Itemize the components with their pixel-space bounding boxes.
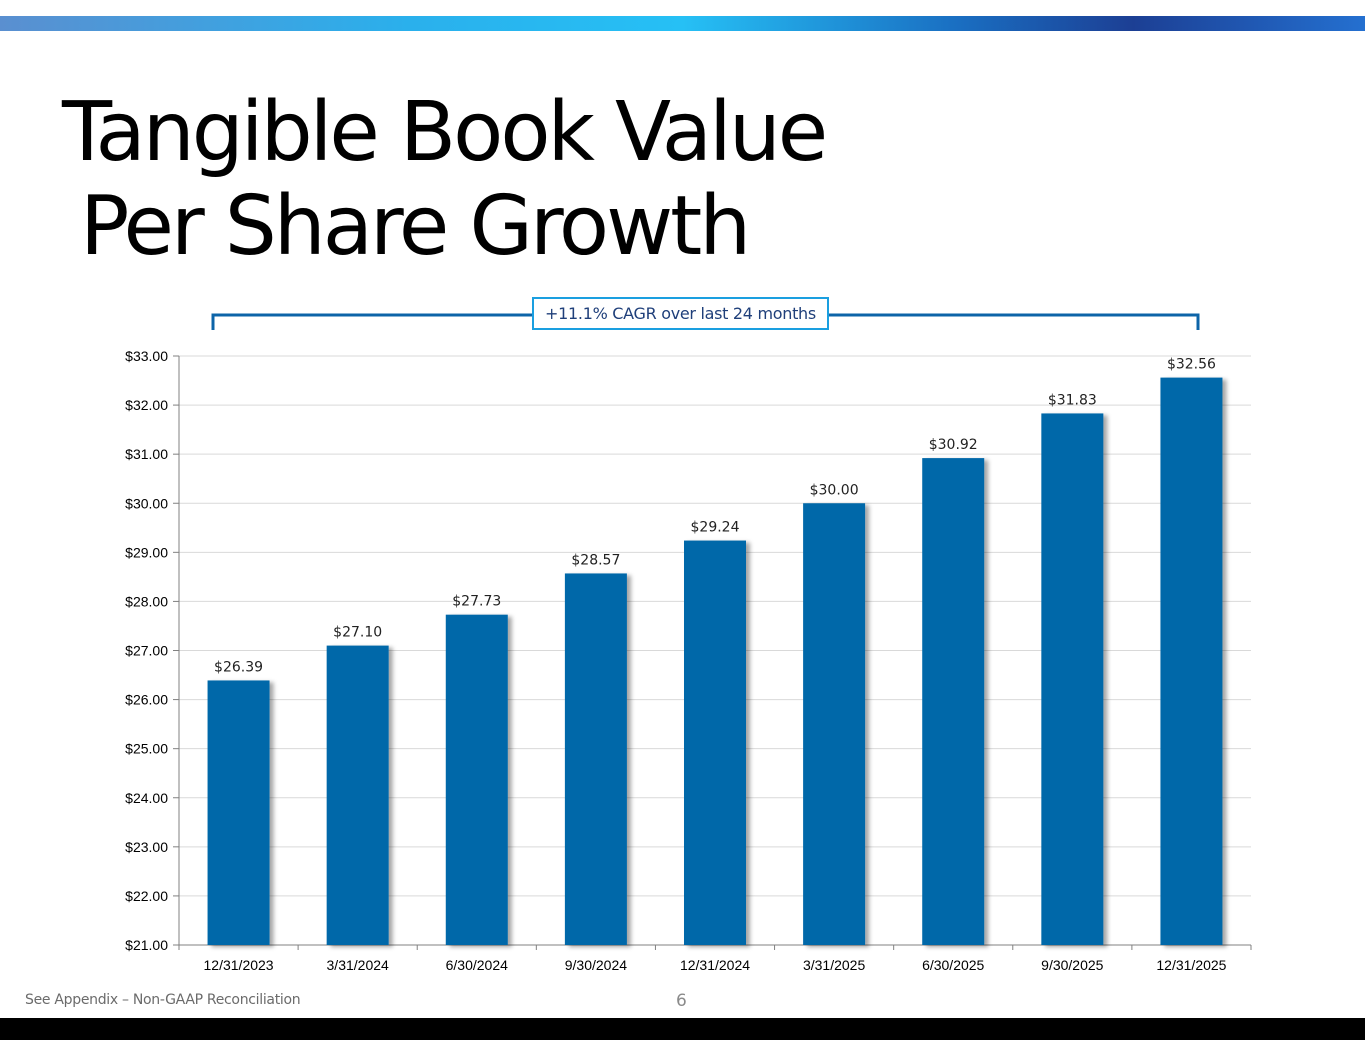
data-label: $32.56 [1167,357,1216,373]
bar [1160,377,1223,945]
footnote: See Appendix – Non-GAAP Reconciliation [25,992,301,1008]
slide-title: Tangible Book Value Per Share Growth [62,85,828,274]
y-tick-label: $28.00 [125,593,168,609]
cagr-callout: +11.1% CAGR over last 24 months [532,297,829,330]
y-tick-label: $32.00 [125,397,168,413]
bar [684,540,746,945]
x-tick-label: 12/31/2024 [680,957,750,973]
bar-chart: $21.00 $22.00 $23.00 $24.00 $25.00 $26.00 $27.… [125,348,1252,973]
title-line-1: Tangible Book Value [62,85,828,180]
data-label: $30.92 [929,437,978,453]
x-tick-label: 9/30/2024 [565,957,627,973]
y-tick-label: $27.00 [125,643,168,659]
data-label: $28.57 [571,552,620,568]
title-line-2: Per Share Growth [80,179,751,274]
y-tick-label: $31.00 [125,446,168,462]
top-gradient-bar [0,16,1365,31]
bar [922,458,985,945]
x-tick-label: 12/31/2023 [204,957,274,973]
data-label: $26.39 [214,659,263,675]
x-tick-label: 12/31/2025 [1156,957,1226,973]
y-tick-label: $29.00 [125,544,168,560]
y-tick-label: $22.00 [125,888,168,904]
bar [326,645,389,945]
data-label: $27.10 [333,625,382,641]
y-tick-label: $24.00 [125,790,168,806]
data-label: $29.24 [691,520,740,536]
data-label: $27.73 [452,594,501,610]
data-label: $30.00 [810,482,859,498]
x-tick-label: 6/30/2025 [922,957,984,973]
y-tick-label: $33.00 [125,348,168,364]
bar [564,573,627,945]
y-tick-label: $25.00 [125,741,168,757]
data-label: $31.83 [1048,392,1097,408]
x-tick-label: 3/31/2025 [803,957,865,973]
y-tick-label: $23.00 [125,839,168,855]
bar [445,614,508,945]
bar [1041,413,1104,945]
x-tick-label: 6/30/2024 [446,957,508,973]
bar [207,680,270,945]
y-tick-label: $30.00 [125,495,168,511]
page-number: 6 [676,991,687,1011]
x-tick-label: 9/30/2025 [1041,957,1103,973]
y-tick-label: $26.00 [125,692,168,708]
x-tick-label: 3/31/2024 [327,957,389,973]
bar [803,503,866,945]
bottom-bar [0,1018,1365,1040]
y-tick-label: $21.00 [125,937,168,953]
